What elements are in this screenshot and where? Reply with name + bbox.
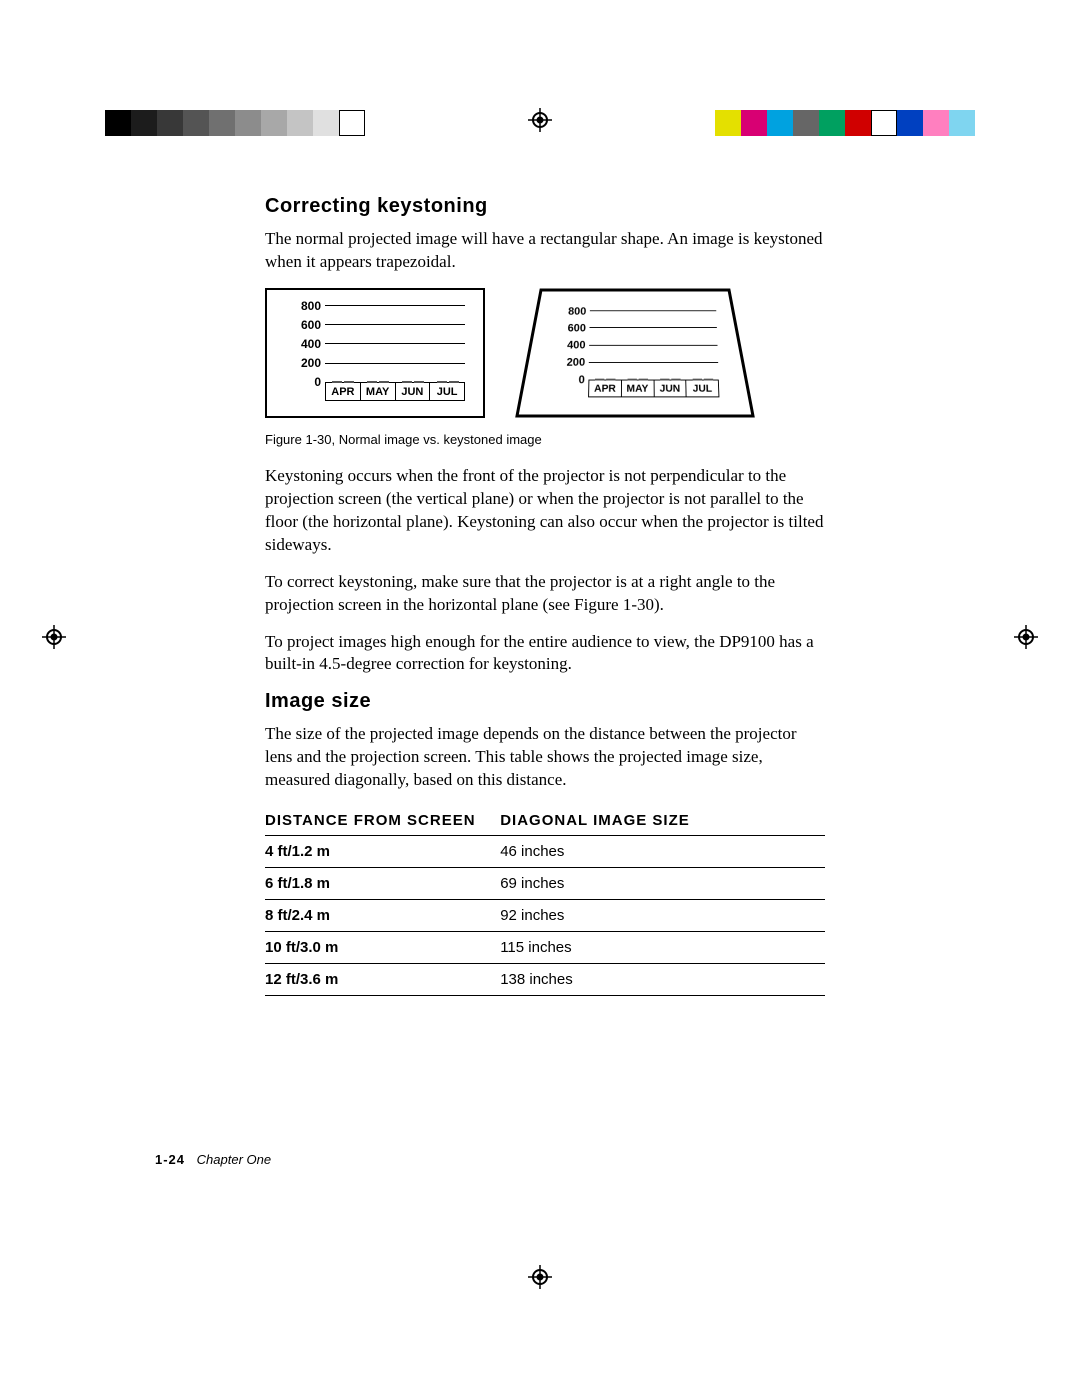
table-cell: 138 inches <box>500 964 825 996</box>
registration-mark-icon <box>1014 625 1038 649</box>
heading-correcting-keystoning: Correcting keystoning <box>265 195 825 218</box>
table-cell: 8 ft/2.4 m <box>265 900 500 932</box>
grayscale-registration-strip <box>105 110 365 136</box>
table-row: 10 ft/3.0 m115 inches <box>265 932 825 964</box>
table-row: 6 ft/1.8 m69 inches <box>265 868 825 900</box>
figure-keystoned-image: 8006004002000AprMayJunJul <box>515 288 755 418</box>
figure-pair: 8006004002000AprMayJunJul 8006004002000A… <box>265 288 825 418</box>
table-cell: 12 ft/3.6 m <box>265 964 500 996</box>
heading-image-size: Image size <box>265 690 825 713</box>
paragraph: To project images high enough for the en… <box>265 631 825 677</box>
paragraph: Keystoning occurs when the front of the … <box>265 465 825 557</box>
table-cell: 92 inches <box>500 900 825 932</box>
table-header: DIAGONAL IMAGE SIZE <box>500 806 825 836</box>
registration-mark-icon <box>528 1265 552 1289</box>
registration-mark-icon <box>528 108 552 132</box>
table-cell: 4 ft/1.2 m <box>265 836 500 868</box>
table-row: 12 ft/3.6 m138 inches <box>265 964 825 996</box>
page-footer: 1-24 Chapter One <box>155 1152 271 1167</box>
registration-mark-icon <box>42 625 66 649</box>
image-size-table: DISTANCE FROM SCREEN DIAGONAL IMAGE SIZE… <box>265 806 825 996</box>
paragraph: To correct keystoning, make sure that th… <box>265 571 825 617</box>
chapter-name: Chapter One <box>197 1152 271 1167</box>
color-registration-strip <box>715 110 975 136</box>
table-cell: 10 ft/3.0 m <box>265 932 500 964</box>
page-number: 1-24 <box>155 1152 185 1167</box>
page-content: Correcting keystoning The normal project… <box>265 195 825 996</box>
table-cell: 6 ft/1.8 m <box>265 868 500 900</box>
figure-caption: Figure 1-30, Normal image vs. keystoned … <box>265 432 825 447</box>
table-cell: 69 inches <box>500 868 825 900</box>
paragraph: The normal projected image will have a r… <box>265 228 825 274</box>
table-header: DISTANCE FROM SCREEN <box>265 806 500 836</box>
table-row: 8 ft/2.4 m92 inches <box>265 900 825 932</box>
paragraph: The size of the projected image depends … <box>265 723 825 792</box>
table-cell: 46 inches <box>500 836 825 868</box>
table-row: 4 ft/1.2 m46 inches <box>265 836 825 868</box>
figure-normal-image: 8006004002000AprMayJunJul <box>265 288 485 418</box>
table-cell: 115 inches <box>500 932 825 964</box>
